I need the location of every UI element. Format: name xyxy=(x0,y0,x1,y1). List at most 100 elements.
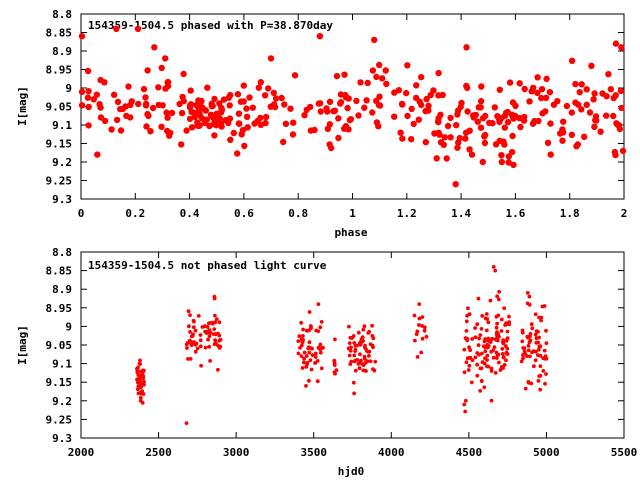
phased-data-point xyxy=(280,138,287,146)
unphased-light-curve-panel: 2000 2500 3000 3500 4000 4500 5000 5500 8.8 8.85 8… xyxy=(16,246,637,478)
phased-data-point xyxy=(147,128,154,135)
unphased-data-point xyxy=(353,368,358,373)
unphased-data-point xyxy=(505,329,510,334)
unphased-y-tick-label: 8.9 xyxy=(52,283,72,296)
unphased-data-point xyxy=(475,322,480,327)
unphased-data-point xyxy=(498,368,503,372)
phased-data-point xyxy=(437,111,444,119)
phased-data-point xyxy=(357,79,364,86)
phased-data-point xyxy=(412,94,420,102)
phased-data-point xyxy=(531,117,538,125)
phased-data-point xyxy=(373,119,381,126)
unphased-data-point xyxy=(138,398,143,403)
phased-data-point xyxy=(581,133,588,140)
unphased-y-tick-label: 9.15 xyxy=(46,376,73,389)
phased-data-point xyxy=(244,124,251,131)
unphased-data-point xyxy=(188,330,192,334)
unphased-data-point xyxy=(420,315,425,319)
phased-data-point xyxy=(452,181,459,188)
phased-x-tick-label: 1.8 xyxy=(560,207,580,220)
unphased-data-point xyxy=(189,341,193,345)
phased-data-point xyxy=(376,102,384,109)
phased-data-point xyxy=(568,109,575,116)
phased-data-point xyxy=(456,134,463,142)
unphased-data-point xyxy=(496,352,501,357)
unphased-data-point xyxy=(496,338,500,343)
unphased-data-point xyxy=(208,330,213,335)
phased-data-point xyxy=(618,104,625,112)
phased-data-point xyxy=(163,127,171,135)
unphased-data-point xyxy=(361,339,365,343)
phased-data-point xyxy=(267,55,275,62)
unphased-data-point xyxy=(307,310,312,314)
phased-data-point xyxy=(463,82,470,90)
phased-data-point xyxy=(183,127,190,134)
phased-data-point xyxy=(331,107,339,114)
phased-data-point xyxy=(481,139,489,147)
phased-data-point xyxy=(113,25,120,32)
phased-data-point xyxy=(617,87,625,95)
phased-data-point xyxy=(187,87,194,94)
phased-data-point xyxy=(588,62,595,69)
phased-data-point xyxy=(123,112,130,120)
phased-data-point xyxy=(241,142,248,150)
phased-data-point xyxy=(281,101,288,108)
unphased-data-point xyxy=(213,320,218,325)
phased-data-point xyxy=(243,105,250,112)
phased-x-tick-label: 0.8 xyxy=(288,207,308,220)
phased-data-point xyxy=(158,64,165,72)
unphased-data-point xyxy=(140,389,145,394)
phased-data-point xyxy=(234,91,242,98)
phased-data-point xyxy=(97,76,104,84)
unphased-data-point xyxy=(302,356,306,361)
phased-data-point xyxy=(234,150,241,157)
unphased-data-point xyxy=(495,356,499,360)
unphased-data-point xyxy=(363,343,367,348)
phased-y-axis-label: I[mag] xyxy=(16,86,29,126)
phased-data-point xyxy=(468,151,476,158)
phased-data-point xyxy=(546,89,554,96)
unphased-y-tick-label: 8.85 xyxy=(46,265,73,278)
phased-data-point xyxy=(521,85,528,93)
unphased-data-point xyxy=(310,353,315,357)
phased-data-point xyxy=(216,100,223,107)
unphased-data-point xyxy=(192,319,196,324)
unphased-data-point xyxy=(217,346,222,350)
phased-data-point xyxy=(225,119,232,127)
unphased-data-point xyxy=(296,339,301,343)
phased-data-point xyxy=(496,86,503,94)
unphased-data-point xyxy=(348,335,353,340)
unphased-data-point xyxy=(525,291,530,295)
phased-data-point xyxy=(603,112,610,119)
phased-data-point xyxy=(236,120,243,127)
phased-data-point xyxy=(163,109,170,116)
phased-data-point xyxy=(597,128,604,135)
phased-data-point xyxy=(85,122,92,129)
phased-data-point xyxy=(198,97,205,105)
phased-data-point xyxy=(335,115,342,122)
unphased-data-point xyxy=(194,341,199,346)
phased-data-point xyxy=(454,111,461,118)
unphased-data-point xyxy=(475,362,479,367)
unphased-data-point xyxy=(358,342,363,347)
unphased-data-point xyxy=(307,378,311,383)
unphased-data-point xyxy=(140,373,145,378)
unphased-data-point xyxy=(470,358,475,363)
phased-light-curve-panel: 0 0.2 0.4 0.6 0.8 1 1.2 1.4 1.6 1.8 2 8.8 8.85 8.9 8.9… xyxy=(16,8,627,239)
unphased-data-point xyxy=(370,334,375,338)
phased-data-point xyxy=(612,92,619,99)
unphased-data-point xyxy=(534,340,539,345)
phased-data-point xyxy=(342,91,349,99)
unphased-data-point xyxy=(485,353,490,358)
unphased-data-point xyxy=(315,379,320,384)
unphased-data-point xyxy=(417,302,422,306)
unphased-data-point xyxy=(478,389,483,393)
unphased-data-point xyxy=(526,380,531,385)
phased-data-point xyxy=(534,89,541,97)
phased-data-point xyxy=(85,88,92,95)
phased-data-point xyxy=(355,112,362,119)
unphased-chart-title: 154359-1504.5 not phased light curve xyxy=(88,259,327,272)
unphased-data-point xyxy=(190,334,195,338)
unphased-data-point xyxy=(526,348,531,353)
unphased-data-point xyxy=(527,294,532,299)
